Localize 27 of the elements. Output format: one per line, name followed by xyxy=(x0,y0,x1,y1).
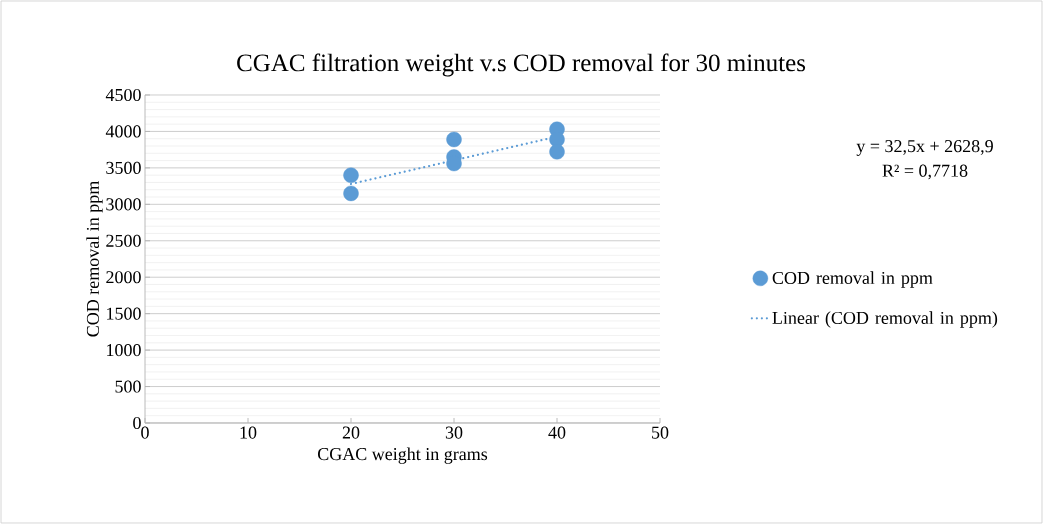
x-axis-title: CGAC weight in grams xyxy=(318,447,488,464)
point xyxy=(446,131,462,148)
y-tick-label: 500 xyxy=(115,380,141,393)
x-tick-label: 10 xyxy=(240,426,257,439)
x-tick-label: 0 xyxy=(141,426,149,439)
y-tick-label: 2000 xyxy=(106,271,141,284)
y-tick-label: 3500 xyxy=(106,161,141,174)
y-tick-label: 2500 xyxy=(106,234,141,247)
text: R² = 0,7718 xyxy=(882,164,968,180)
point xyxy=(343,185,359,202)
y-tick-label: 4000 xyxy=(105,125,141,138)
point xyxy=(343,167,359,183)
legend-label: COD removal in ppm xyxy=(772,271,933,288)
x-tick-label: 40 xyxy=(548,426,566,439)
legend-label: Linear (COD removal in ppm) xyxy=(772,311,998,328)
y-axis-title: COD removal in ppm xyxy=(86,181,103,337)
y-tick-label: 0 xyxy=(133,416,141,430)
y-tick-label: 4500 xyxy=(105,88,141,102)
chart-title: CGAC filtration weight v.s COD removal for 30 minutes xyxy=(237,53,806,77)
text: y = 32,5x + 2628,9 xyxy=(856,140,993,156)
y-tick-label: 1500 xyxy=(107,307,141,320)
point xyxy=(549,144,565,160)
x-tick-label: 50 xyxy=(652,426,669,439)
x-tick-label: 30 xyxy=(445,426,463,439)
y-tick-label: 1000 xyxy=(107,344,141,357)
y-tick-label: 3000 xyxy=(106,198,141,211)
x-tick-label: 20 xyxy=(342,426,360,439)
